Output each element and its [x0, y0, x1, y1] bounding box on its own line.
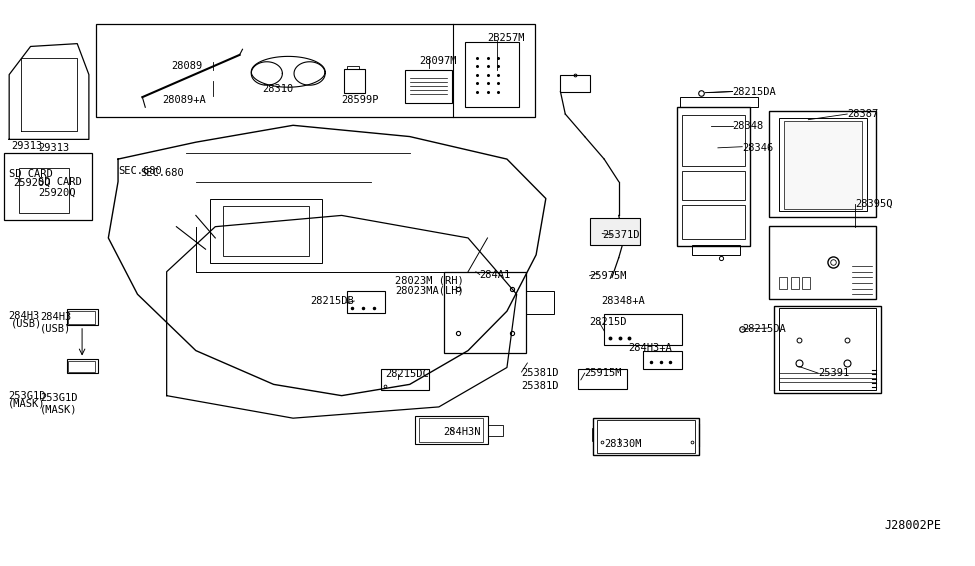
- Text: (MASK): (MASK): [8, 398, 46, 409]
- Bar: [223, 207, 309, 256]
- Bar: [691, 245, 740, 255]
- Bar: [779, 277, 787, 289]
- Text: 28089: 28089: [172, 61, 203, 71]
- Text: 28330M: 28330M: [604, 439, 642, 448]
- Text: 28599P: 28599P: [341, 95, 379, 105]
- Bar: [677, 107, 750, 246]
- Text: SEC.680: SEC.680: [140, 168, 184, 178]
- Bar: [578, 369, 627, 389]
- Bar: [791, 277, 799, 289]
- Text: 28348: 28348: [732, 122, 763, 131]
- Text: J28002PE: J28002PE: [884, 518, 941, 531]
- Bar: [405, 70, 451, 103]
- Bar: [414, 417, 488, 444]
- Text: 25371D: 25371D: [603, 230, 640, 240]
- Text: 25975M: 25975M: [590, 271, 627, 281]
- Bar: [66, 359, 98, 373]
- Text: SD CARD: SD CARD: [38, 177, 82, 187]
- Bar: [526, 291, 554, 314]
- Text: SD CARD: SD CARD: [9, 169, 53, 179]
- Text: 284H3+A: 284H3+A: [629, 343, 672, 353]
- Bar: [66, 310, 98, 325]
- Text: (USB): (USB): [11, 319, 42, 328]
- Text: 28387: 28387: [847, 109, 878, 119]
- Bar: [769, 111, 877, 217]
- Text: 28215DB: 28215DB: [311, 296, 354, 306]
- Text: 28346: 28346: [742, 143, 773, 153]
- Text: 284H3: 284H3: [40, 312, 71, 322]
- Bar: [561, 75, 590, 92]
- Text: 28215DA: 28215DA: [742, 324, 786, 334]
- Text: 284H3N: 284H3N: [444, 427, 482, 438]
- Bar: [769, 226, 877, 299]
- Text: 28395Q: 28395Q: [855, 199, 892, 209]
- Text: 28023M (RH): 28023M (RH): [395, 275, 464, 285]
- Bar: [682, 171, 745, 200]
- Text: 28023MA(LH): 28023MA(LH): [395, 285, 464, 295]
- Bar: [774, 306, 881, 393]
- Text: 25381D: 25381D: [522, 380, 559, 391]
- Bar: [779, 308, 877, 390]
- Text: 284A1: 284A1: [480, 269, 511, 280]
- Bar: [419, 418, 483, 442]
- Bar: [68, 361, 95, 372]
- Bar: [644, 350, 682, 368]
- Bar: [444, 272, 526, 353]
- Text: 28215D: 28215D: [590, 318, 627, 327]
- Text: 28310: 28310: [262, 84, 293, 94]
- Text: 29313: 29313: [11, 141, 42, 151]
- Bar: [784, 121, 862, 209]
- Bar: [680, 97, 758, 107]
- Bar: [802, 277, 810, 289]
- Bar: [380, 368, 429, 390]
- Bar: [68, 311, 95, 324]
- Text: 28089+A: 28089+A: [162, 95, 206, 105]
- Bar: [346, 66, 359, 69]
- Bar: [682, 205, 745, 239]
- Bar: [19, 168, 69, 213]
- Bar: [346, 291, 385, 313]
- Text: 253G1D: 253G1D: [40, 393, 78, 404]
- Text: 25920Q: 25920Q: [38, 188, 76, 198]
- Text: 28215DA: 28215DA: [732, 87, 776, 97]
- Text: 29313: 29313: [38, 143, 69, 153]
- Bar: [604, 314, 682, 345]
- Text: 25920Q: 25920Q: [13, 178, 51, 188]
- Text: 25391: 25391: [818, 368, 849, 378]
- Bar: [465, 42, 519, 107]
- Bar: [593, 418, 699, 455]
- Text: 28348+A: 28348+A: [602, 296, 645, 306]
- Bar: [343, 69, 365, 93]
- Text: 25381D: 25381D: [522, 368, 559, 378]
- Bar: [779, 118, 867, 211]
- Text: SEC.680: SEC.680: [118, 166, 162, 177]
- Text: 28097M: 28097M: [419, 55, 457, 66]
- Text: 2B257M: 2B257M: [488, 33, 525, 43]
- Bar: [96, 24, 535, 117]
- Bar: [488, 425, 503, 436]
- Bar: [590, 218, 641, 245]
- Bar: [211, 199, 322, 263]
- Text: (USB): (USB): [40, 323, 71, 333]
- Text: 25915M: 25915M: [585, 368, 622, 378]
- Bar: [682, 115, 745, 166]
- Text: 28215DC: 28215DC: [385, 369, 429, 379]
- Bar: [598, 421, 694, 453]
- Text: 253G1D: 253G1D: [8, 391, 46, 401]
- Text: (MASK): (MASK): [40, 405, 78, 415]
- Bar: [4, 153, 92, 220]
- Text: 284H3: 284H3: [8, 311, 39, 321]
